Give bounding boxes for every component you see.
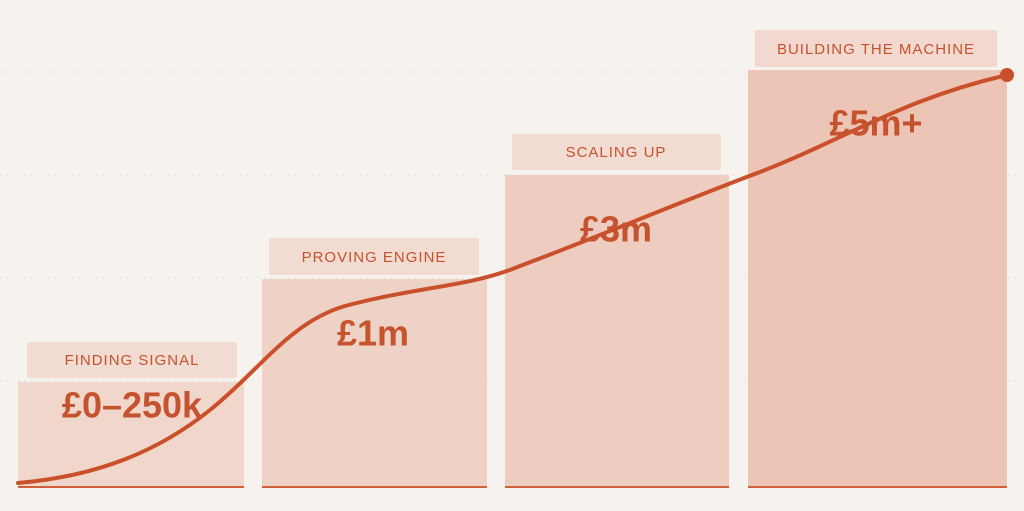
stage-block [18,382,244,487]
stage-label: SCALING UP [566,144,667,161]
growth-curve [16,73,1009,485]
stage-value: £0–250k [62,385,203,426]
stage-label-box [269,238,479,275]
stage-label: BUILDING THE MACHINE [777,41,975,58]
stage-value: £5m+ [829,103,922,144]
stage-label: FINDING SIGNAL [65,352,200,369]
stage-value: £3m [580,209,652,250]
stage-block [262,279,487,487]
stage-label-box [27,342,237,378]
stage-value: £1m [337,313,409,354]
stage-label-box [512,134,721,170]
curve-end-dot [1000,68,1014,82]
stage-label: PROVING ENGINE [302,249,447,266]
stage-label-box [755,30,997,67]
stage-block [748,70,1007,487]
